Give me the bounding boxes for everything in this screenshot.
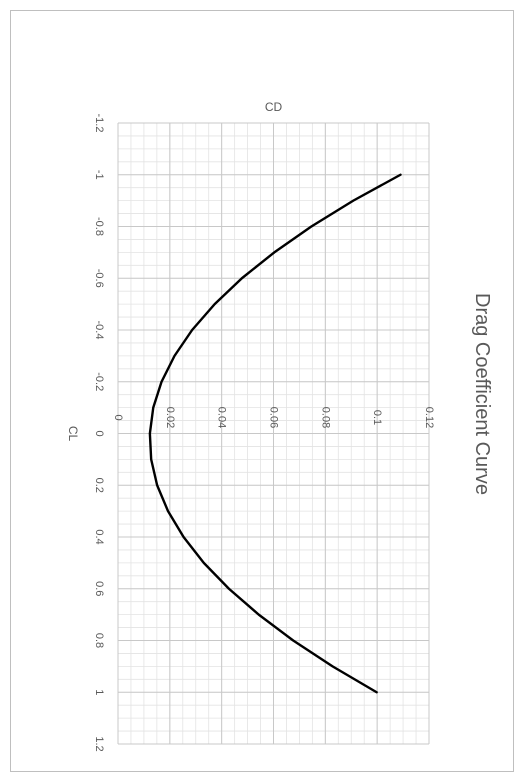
- x-tick-label: -1: [93, 170, 105, 180]
- y-tick-label: 0.02: [164, 407, 176, 428]
- x-tick-label: -0.8: [93, 217, 105, 236]
- x-tick-label: 0.6: [93, 581, 105, 596]
- y-axis-title: CD: [265, 100, 283, 114]
- y-tick-label: 0.04: [216, 407, 228, 428]
- x-tick-label: -0.2: [93, 372, 105, 391]
- drag-curve-line: [148, 173, 402, 694]
- chart-titles: CD CL Drag Coefficient Curve: [66, 100, 493, 495]
- x-tick-label: 0: [93, 430, 105, 436]
- x-tick-label: -0.6: [93, 269, 105, 288]
- y-tick-label: 0.1: [371, 410, 383, 425]
- x-tick-label: -1.2: [93, 114, 105, 133]
- chart-frame: -1.2 -1 -0.8 -0.6 -0.4 -0.2 0 0.2 0.4 0.6 0.8 1 1.2 0…: [10, 10, 514, 772]
- x-tick-label: 1.2: [93, 736, 105, 751]
- y-tick-label: 0.12: [423, 407, 435, 428]
- x-tick-label: 0.2: [93, 478, 105, 493]
- x-tick-label: 1: [93, 689, 105, 695]
- major-gridlines: [117, 122, 430, 745]
- y-tick-label: 0.08: [319, 407, 331, 428]
- x-tick-label: 0.8: [93, 633, 105, 648]
- y-tick-label: 0: [112, 414, 124, 420]
- series-group: [148, 173, 402, 694]
- drag-coefficient-chart: -1.2 -1 -0.8 -0.6 -0.4 -0.2 0 0.2 0.4 0.6 0.8 1 1.2 0…: [66, 100, 493, 752]
- x-tick-label: -0.4: [93, 321, 105, 340]
- tick-labels: -1.2 -1 -0.8 -0.6 -0.4 -0.2 0 0.2 0.4 0.6 0.8 1 1.2 0…: [93, 114, 435, 752]
- x-tick-label: 0.4: [93, 529, 105, 544]
- x-axis-title: CL: [66, 426, 80, 442]
- chart-title: Drag Coefficient Curve: [471, 293, 493, 495]
- y-tick-label: 0.06: [268, 407, 280, 428]
